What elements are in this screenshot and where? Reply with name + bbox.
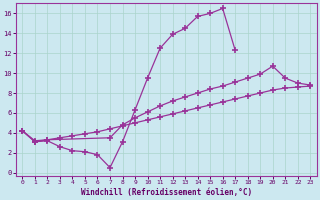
X-axis label: Windchill (Refroidissement éolien,°C): Windchill (Refroidissement éolien,°C) bbox=[81, 188, 252, 197]
